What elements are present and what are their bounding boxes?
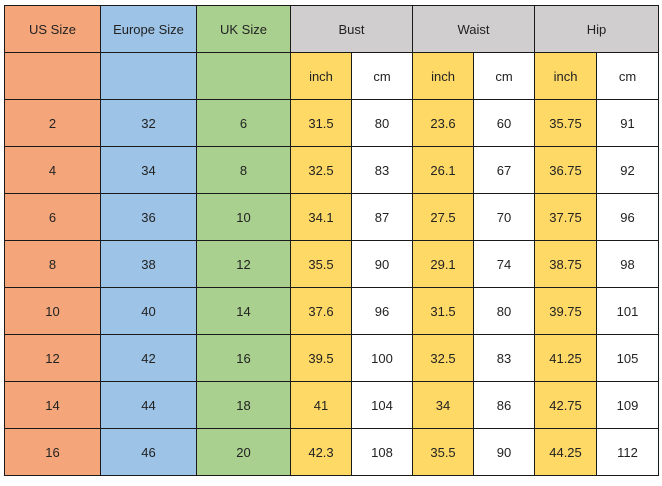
bust-cm-cell: 87: [350, 193, 414, 241]
waist-inch-cell: 26.1: [412, 146, 475, 194]
us-size-cell: 8: [4, 240, 101, 288]
unit-us-blank: [4, 52, 101, 100]
size-chart-table: US Size Europe Size UK Size Bust Waist H…: [4, 5, 660, 476]
header-us-size: US Size: [4, 5, 101, 53]
hip-inch-cell: 36.75: [534, 146, 598, 194]
hip-inch-cell: 35.75: [534, 99, 598, 147]
unit-waist-cm: cm: [473, 52, 536, 100]
bust-cm-cell: 80: [350, 99, 414, 147]
table-row: 2 32 6 31.5 80 23.6 60 35.75 91: [4, 99, 660, 147]
bust-cm-cell: 83: [350, 146, 414, 194]
hip-cm-cell: 101: [596, 287, 660, 335]
unit-europe-blank: [100, 52, 197, 100]
header-waist: Waist: [412, 5, 536, 53]
us-size-cell: 2: [4, 99, 101, 147]
hip-inch-cell: 39.75: [534, 287, 598, 335]
header-row: US Size Europe Size UK Size Bust Waist H…: [4, 5, 660, 53]
bust-inch-cell: 39.5: [290, 334, 352, 382]
table-row: 16 46 20 42.3 108 35.5 90 44.25 112: [4, 428, 660, 476]
bust-inch-cell: 34.1: [290, 193, 352, 241]
table-row: 4 34 8 32.5 83 26.1 67 36.75 92: [4, 146, 660, 194]
unit-row: inch cm inch cm inch cm: [4, 52, 660, 100]
unit-waist-inch: inch: [412, 52, 475, 100]
bust-inch-cell: 32.5: [290, 146, 352, 194]
bust-inch-cell: 31.5: [290, 99, 352, 147]
waist-cm-cell: 83: [473, 334, 536, 382]
bust-cm-cell: 100: [350, 334, 414, 382]
hip-cm-cell: 112: [596, 428, 660, 476]
waist-cm-cell: 80: [473, 287, 536, 335]
hip-cm-cell: 91: [596, 99, 660, 147]
uk-size-cell: 20: [196, 428, 291, 476]
hip-inch-cell: 38.75: [534, 240, 598, 288]
header-bust: Bust: [289, 5, 414, 53]
us-size-cell: 4: [4, 146, 101, 194]
table-row: 8 38 12 35.5 90 29.1 74 38.75 98: [4, 240, 660, 288]
bust-inch-cell: 37.6: [290, 287, 352, 335]
hip-inch-cell: 37.75: [534, 193, 598, 241]
waist-cm-cell: 70: [473, 193, 536, 241]
waist-inch-cell: 31.5: [412, 287, 475, 335]
hip-inch-cell: 42.75: [534, 381, 598, 429]
uk-size-cell: 8: [196, 146, 291, 194]
waist-cm-cell: 67: [473, 146, 536, 194]
waist-cm-cell: 60: [473, 99, 536, 147]
header-hip: Hip: [534, 5, 660, 53]
bust-cm-cell: 108: [350, 428, 414, 476]
waist-cm-cell: 86: [473, 381, 536, 429]
uk-size-cell: 6: [196, 99, 291, 147]
unit-hip-cm: cm: [596, 52, 660, 100]
uk-size-cell: 16: [196, 334, 291, 382]
unit-uk-blank: [196, 52, 291, 100]
table-row: 6 36 10 34.1 87 27.5 70 37.75 96: [4, 193, 660, 241]
waist-cm-cell: 74: [473, 240, 536, 288]
europe-size-cell: 38: [100, 240, 197, 288]
uk-size-cell: 10: [196, 193, 291, 241]
bust-inch-cell: 42.3: [290, 428, 352, 476]
bust-cm-cell: 90: [350, 240, 414, 288]
europe-size-cell: 46: [100, 428, 197, 476]
us-size-cell: 14: [4, 381, 101, 429]
bust-inch-cell: 35.5: [290, 240, 352, 288]
unit-bust-inch: inch: [290, 52, 352, 100]
waist-inch-cell: 34: [412, 381, 475, 429]
uk-size-cell: 18: [196, 381, 291, 429]
table-row: 12 42 16 39.5 100 32.5 83 41.25 105: [4, 334, 660, 382]
uk-size-cell: 14: [196, 287, 291, 335]
hip-inch-cell: 41.25: [534, 334, 598, 382]
header-uk-size: UK Size: [196, 5, 291, 53]
bust-cm-cell: 96: [350, 287, 414, 335]
waist-inch-cell: 32.5: [412, 334, 475, 382]
hip-inch-cell: 44.25: [534, 428, 598, 476]
waist-inch-cell: 29.1: [412, 240, 475, 288]
hip-cm-cell: 109: [596, 381, 660, 429]
table-row: 10 40 14 37.6 96 31.5 80 39.75 101: [4, 287, 660, 335]
waist-cm-cell: 90: [473, 428, 536, 476]
header-europe-size: Europe Size: [100, 5, 197, 53]
hip-cm-cell: 96: [596, 193, 660, 241]
us-size-cell: 6: [4, 193, 101, 241]
europe-size-cell: 42: [100, 334, 197, 382]
europe-size-cell: 32: [100, 99, 197, 147]
bust-inch-cell: 41: [290, 381, 352, 429]
europe-size-cell: 40: [100, 287, 197, 335]
hip-cm-cell: 92: [596, 146, 660, 194]
us-size-cell: 12: [4, 334, 101, 382]
europe-size-cell: 44: [100, 381, 197, 429]
bust-cm-cell: 104: [350, 381, 414, 429]
waist-inch-cell: 35.5: [412, 428, 475, 476]
waist-inch-cell: 27.5: [412, 193, 475, 241]
us-size-cell: 16: [4, 428, 101, 476]
waist-inch-cell: 23.6: [412, 99, 475, 147]
europe-size-cell: 36: [100, 193, 197, 241]
us-size-cell: 10: [4, 287, 101, 335]
hip-cm-cell: 98: [596, 240, 660, 288]
table-row: 14 44 18 41 104 34 86 42.75 109: [4, 381, 660, 429]
unit-hip-inch: inch: [534, 52, 598, 100]
europe-size-cell: 34: [100, 146, 197, 194]
uk-size-cell: 12: [196, 240, 291, 288]
hip-cm-cell: 105: [596, 334, 660, 382]
unit-bust-cm: cm: [350, 52, 414, 100]
